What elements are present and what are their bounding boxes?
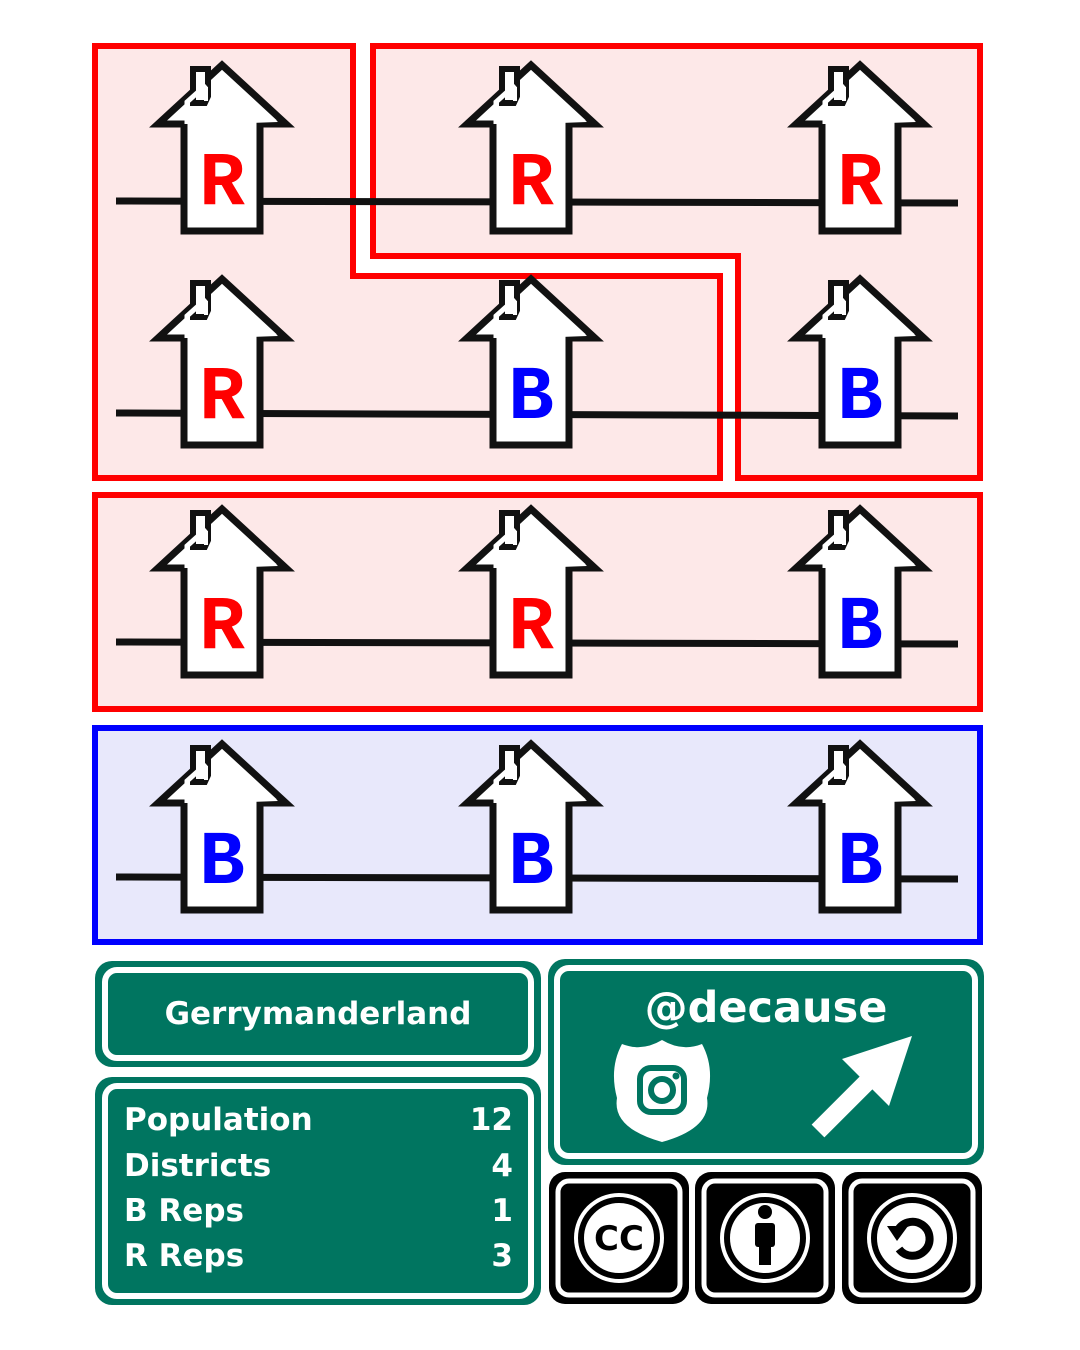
stat-value-population: 12 bbox=[470, 1102, 513, 1138]
house-party-label: B bbox=[837, 820, 883, 906]
house-party-label: R bbox=[508, 141, 554, 227]
stat-row: R Reps 3 bbox=[124, 1238, 513, 1274]
house-r: R bbox=[467, 65, 595, 231]
house-party-label: B bbox=[199, 820, 245, 906]
house-party-label: R bbox=[199, 355, 245, 441]
house-party-label: B bbox=[837, 355, 883, 441]
house-r: R bbox=[158, 509, 286, 675]
stat-row: B Reps 1 bbox=[124, 1193, 513, 1229]
house-r: R bbox=[158, 65, 286, 231]
stat-value-r-reps: 3 bbox=[491, 1238, 513, 1274]
house-r: R bbox=[158, 279, 286, 445]
title-sign: Gerrymanderland bbox=[95, 961, 541, 1067]
stat-label-districts: Districts bbox=[124, 1148, 271, 1184]
house-party-label: B bbox=[508, 820, 554, 906]
stats-sign: Population 12 Districts 4 B Reps 1 R Rep… bbox=[95, 1077, 541, 1305]
stat-row: Districts 4 bbox=[124, 1148, 513, 1184]
stat-label-r-reps: R Reps bbox=[124, 1238, 244, 1274]
stat-value-b-reps: 1 bbox=[491, 1193, 513, 1229]
house-party-label: B bbox=[508, 355, 554, 441]
cc-label: CC bbox=[594, 1219, 644, 1259]
house-party-label: B bbox=[837, 585, 883, 671]
houses: R R R R B B R R B B B B bbox=[158, 65, 924, 910]
stat-row: Population 12 bbox=[124, 1102, 513, 1138]
house-b: B bbox=[158, 744, 286, 910]
house-b: B bbox=[467, 279, 595, 445]
house-b: B bbox=[796, 279, 924, 445]
cc-icon[interactable]: CC bbox=[549, 1172, 689, 1304]
house-party-label: R bbox=[199, 141, 245, 227]
social-sign[interactable]: @decause bbox=[548, 959, 984, 1165]
social-handle[interactable]: @decause bbox=[645, 983, 888, 1033]
house-b: B bbox=[467, 744, 595, 910]
stat-value-districts: 4 bbox=[491, 1148, 513, 1184]
sharealike-icon[interactable] bbox=[842, 1172, 982, 1304]
arrow-up-right-icon bbox=[811, 1036, 912, 1138]
instagram-shield-icon[interactable] bbox=[613, 1040, 711, 1142]
sign-title: Gerrymanderland bbox=[165, 996, 472, 1032]
stat-label-population: Population bbox=[124, 1102, 313, 1138]
by-attribution-icon[interactable] bbox=[695, 1172, 835, 1304]
house-r: R bbox=[467, 509, 595, 675]
stat-label-b-reps: B Reps bbox=[124, 1193, 244, 1229]
house-party-label: R bbox=[508, 585, 554, 671]
house-b: B bbox=[796, 509, 924, 675]
house-party-label: R bbox=[199, 585, 245, 671]
house-party-label: R bbox=[837, 141, 883, 227]
house-b: B bbox=[796, 744, 924, 910]
house-r: R bbox=[796, 65, 924, 231]
